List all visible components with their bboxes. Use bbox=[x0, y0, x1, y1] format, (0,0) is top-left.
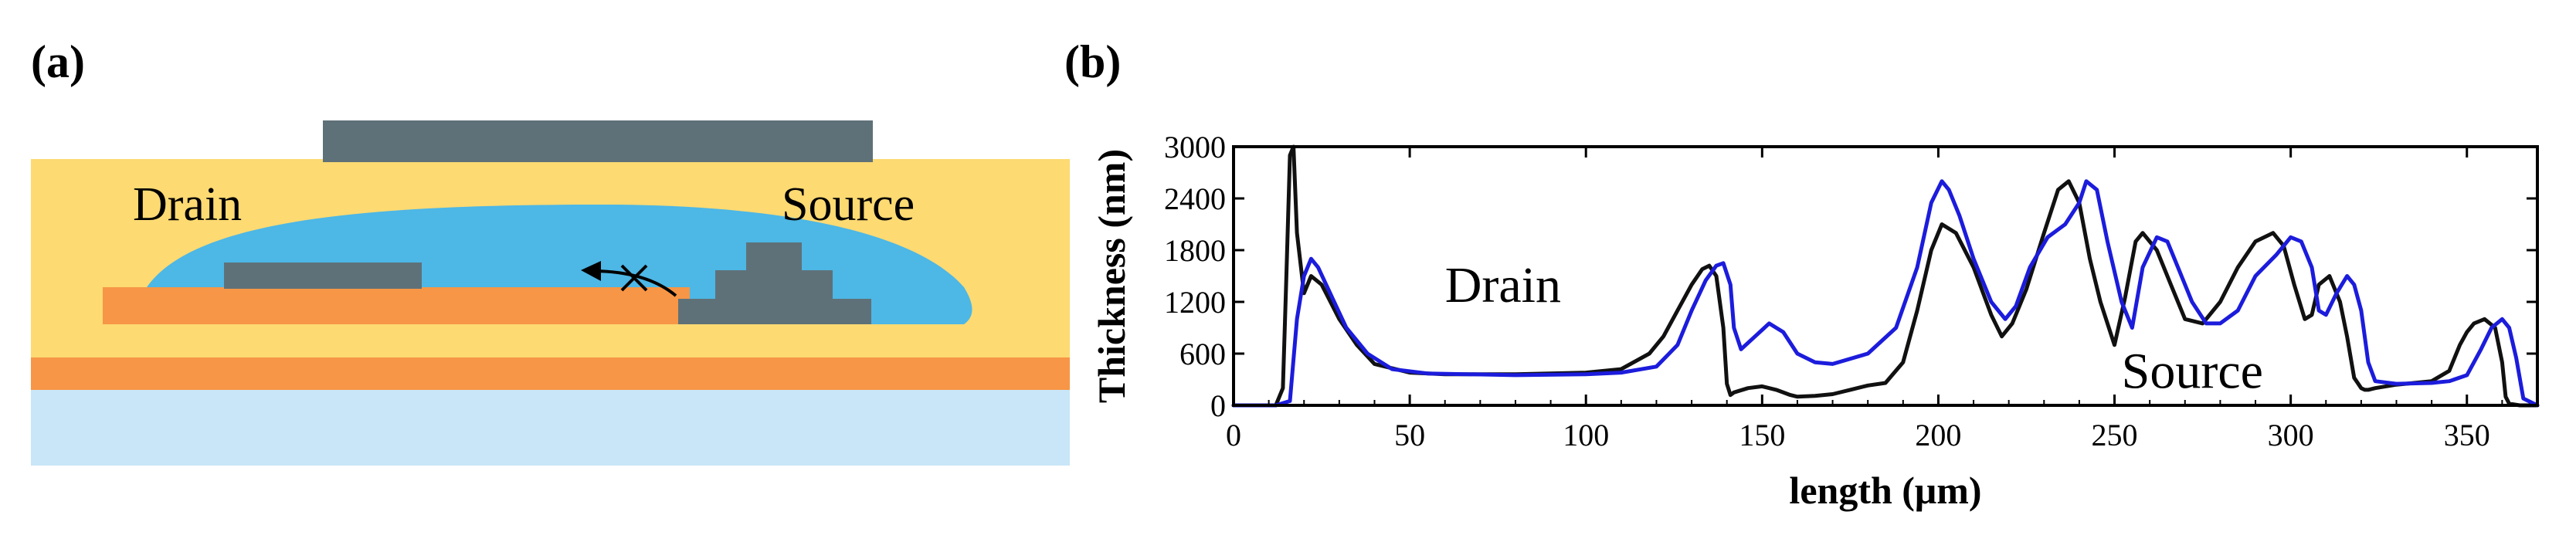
drain-label: Drain bbox=[133, 178, 242, 231]
panel-b-label: (b) bbox=[1064, 36, 1121, 87]
series-line-black bbox=[1231, 144, 2540, 408]
y-tick-label: 3000 bbox=[1164, 130, 1226, 164]
series-layer bbox=[1231, 144, 2540, 408]
tick-labels: 0 50 100 150 200 250 300 350 0 600 1200 1800 2400 300… bbox=[1164, 130, 2490, 452]
drain-annotation: Drain bbox=[1445, 257, 1561, 313]
device-schematic: Drain Source bbox=[31, 120, 1070, 466]
thickness-profile-chart: 0 50 100 150 200 250 300 350 0 600 1200 1800 2400 300… bbox=[1090, 130, 2540, 512]
source-stepped-contact bbox=[678, 242, 871, 324]
y-tick-label: 2400 bbox=[1164, 181, 1226, 216]
source-annotation: Source bbox=[2122, 344, 2263, 400]
y-tick-label: 600 bbox=[1179, 337, 1226, 371]
x-tick-label: 350 bbox=[2444, 418, 2490, 452]
drain-contact-pad bbox=[224, 263, 422, 289]
x-tick-label: 0 bbox=[1226, 418, 1241, 452]
series-line-blue bbox=[1231, 179, 2540, 408]
drain-electrode bbox=[103, 287, 690, 324]
x-axis-label: length (μm) bbox=[1789, 469, 1981, 512]
y-tick-label: 0 bbox=[1210, 388, 1226, 423]
y-axis-label: Thickness (nm) bbox=[1090, 149, 1133, 403]
panel-a-label: (a) bbox=[31, 36, 85, 87]
x-tick-label: 100 bbox=[1563, 418, 1609, 452]
x-tick-label: 200 bbox=[1915, 418, 1961, 452]
source-label: Source bbox=[782, 178, 915, 231]
x-tick-label: 300 bbox=[2268, 418, 2314, 452]
x-tick-label: 250 bbox=[2092, 418, 2138, 452]
axis-ticks bbox=[1232, 145, 2537, 407]
x-tick-label: 50 bbox=[1394, 418, 1425, 452]
y-tick-label: 1200 bbox=[1164, 285, 1226, 320]
top-gate-electrode bbox=[323, 120, 873, 162]
y-tick-label: 1800 bbox=[1164, 233, 1226, 268]
plot-frame bbox=[1232, 145, 2539, 407]
blocked-flow-arrow-icon bbox=[581, 261, 677, 297]
x-tick-label: 150 bbox=[1739, 418, 1785, 452]
bottom-electrode-layer bbox=[31, 357, 1070, 390]
